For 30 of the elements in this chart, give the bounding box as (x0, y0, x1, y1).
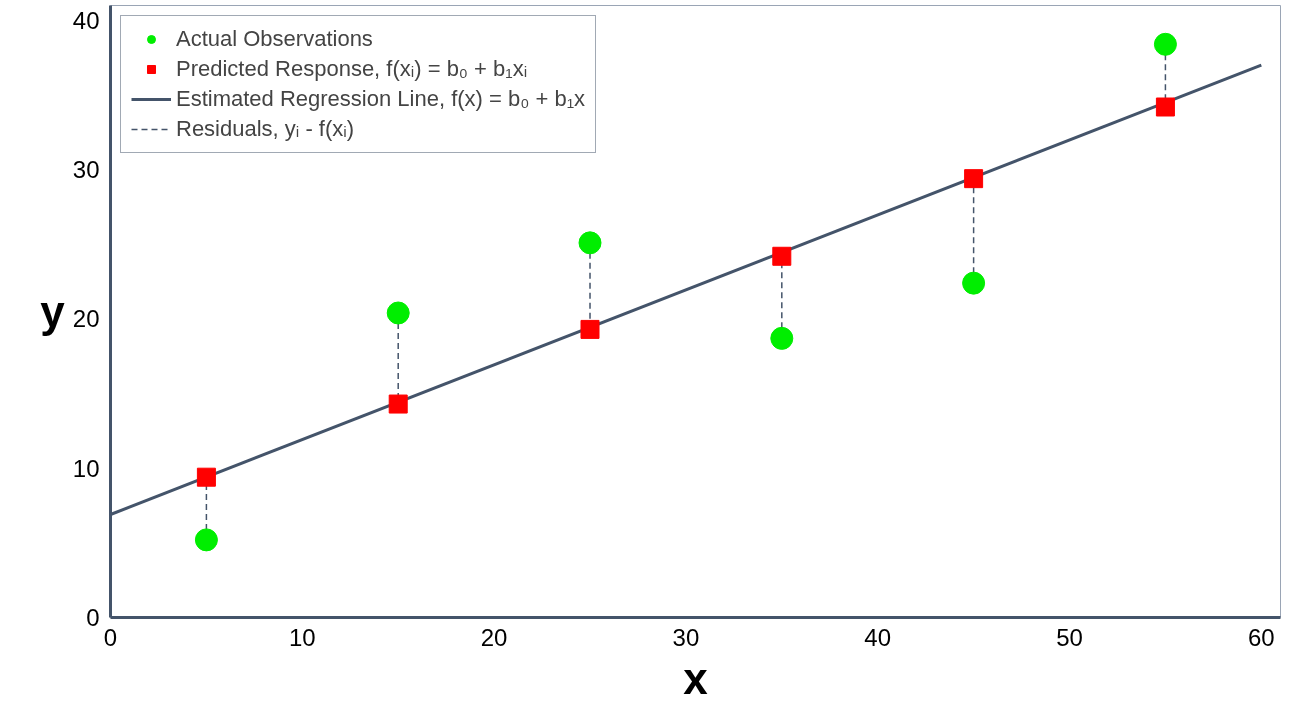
legend-label: Estimated Regression Line, f(x) = b₀ + b₁x (176, 86, 586, 112)
y-axis-title: y (40, 287, 66, 336)
x-tick-label: 40 (864, 623, 892, 651)
point (1155, 97, 1175, 117)
x-tick-label: 0 (103, 623, 118, 651)
y-tick-label: 20 (72, 305, 100, 333)
point (962, 271, 986, 295)
x-tick-label: 20 (480, 623, 508, 651)
legend-label: Actual Observations (176, 26, 373, 52)
legend-label: Predicted Response, f(xᵢ) = b₀ + b₁xᵢ (176, 56, 528, 82)
point (388, 394, 408, 414)
point (1153, 32, 1177, 56)
point (196, 467, 216, 487)
point (194, 528, 218, 552)
legend-label: Residuals, yᵢ - f(xᵢ) (176, 116, 355, 142)
point (964, 169, 984, 189)
y-tick-label: 0 (86, 604, 100, 631)
point (770, 326, 794, 350)
x-tick-label: 60 (1247, 623, 1275, 651)
x-tick-label: 30 (672, 623, 700, 651)
x-tick-label: 10 (288, 623, 316, 651)
point (386, 301, 410, 325)
point (580, 319, 600, 339)
y-tick-label: 40 (72, 6, 100, 34)
x-axis-title: x (683, 653, 709, 703)
point (772, 246, 792, 266)
x-tick-label: 50 (1056, 623, 1083, 651)
y-tick-label: 10 (72, 454, 100, 482)
point (578, 231, 602, 255)
y-tick-label: 30 (72, 156, 100, 184)
